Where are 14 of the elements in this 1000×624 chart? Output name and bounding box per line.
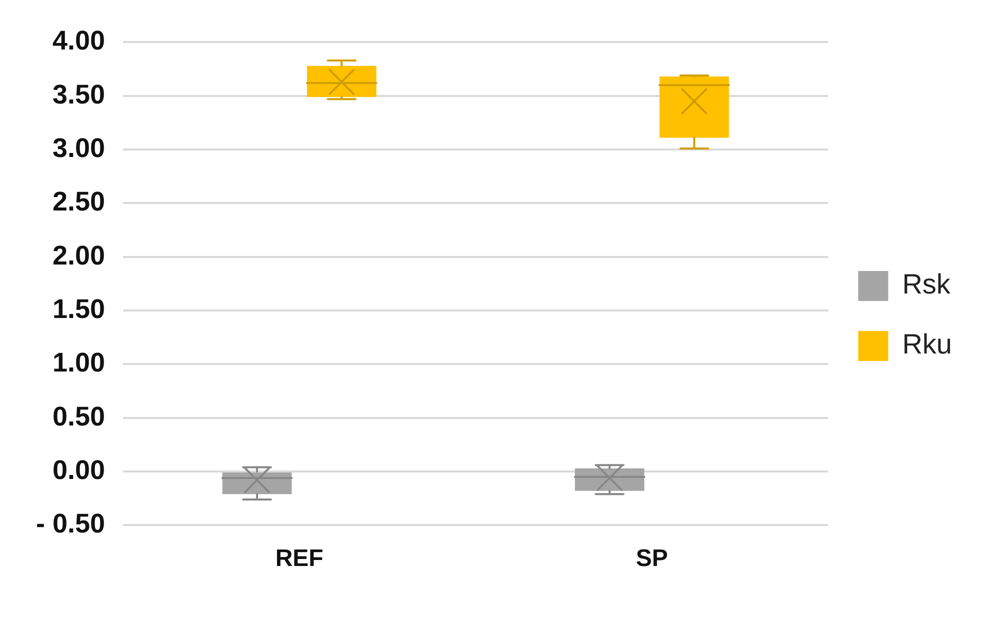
legend-label: Rsk — [902, 268, 952, 300]
y-tick-label: 3.00 — [52, 132, 106, 163]
legend-label: Rku — [902, 328, 952, 360]
y-tick-label: - 0.50 — [36, 508, 106, 539]
y-tick-label: 2.50 — [52, 186, 106, 217]
y-tick-label: 1.00 — [52, 348, 106, 378]
y-tick-label: 0.50 — [52, 401, 106, 432]
y-tick-label: 2.00 — [52, 240, 106, 270]
y-tick-label: 3.50 — [52, 79, 106, 110]
y-tick-label: 1.50 — [52, 294, 106, 324]
y-tick-label: 0.00 — [52, 454, 106, 485]
x-tick-label: REF — [275, 545, 324, 572]
y-tick-label: 4.00 — [52, 26, 106, 56]
x-tick-label: SP — [636, 545, 668, 572]
